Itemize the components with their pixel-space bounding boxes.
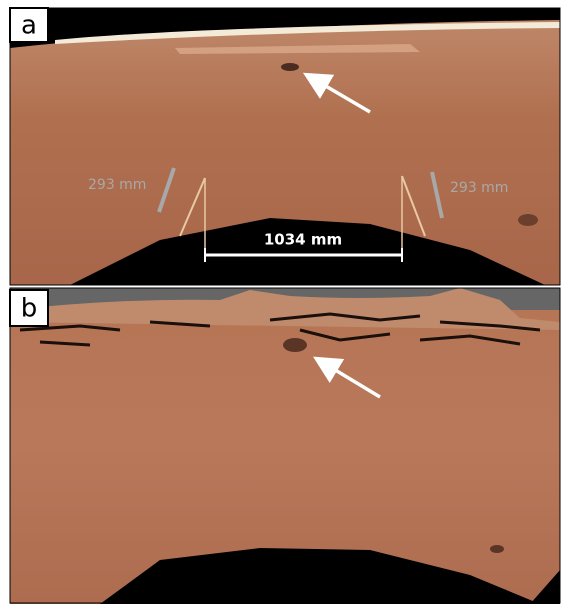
rock	[490, 545, 504, 553]
annotation: 293 mm	[88, 177, 146, 193]
rock	[281, 63, 299, 71]
panel-label: b	[21, 294, 38, 324]
rock	[518, 214, 538, 226]
panel-label: a	[21, 11, 37, 41]
panel-b: b	[10, 288, 560, 604]
page: 293 mm 293 mm 1034 mm a b (() => { const…	[0, 0, 566, 604]
annotation: 293 mm	[450, 180, 508, 196]
annotation: 1034 mm	[264, 231, 342, 249]
panel-a: 293 mm 293 mm 1034 mm a	[10, 8, 560, 285]
figure: 293 mm 293 mm 1034 mm a b	[0, 0, 566, 604]
rock	[283, 338, 307, 352]
